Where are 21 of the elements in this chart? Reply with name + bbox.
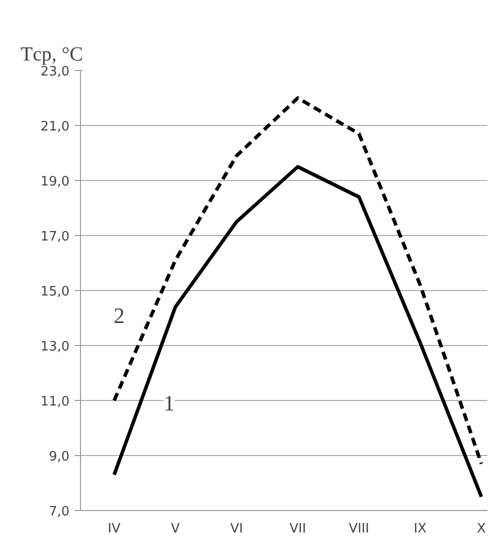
line-series (112, 165, 484, 498)
y-tick-label: 23,0 (40, 64, 70, 80)
x-tick-label: VI (230, 522, 243, 536)
y-tick-label: 13,0 (40, 340, 70, 354)
x-tick-label: VIII (348, 522, 370, 536)
y-tick-label: 15,0 (40, 284, 70, 300)
x-tick-label: IV (108, 522, 121, 536)
y-tick-label: 9,0 (48, 450, 70, 464)
line-series (112, 96, 484, 466)
x-tick-label: IX (414, 522, 427, 536)
series-label: 2 (114, 303, 125, 328)
y-tick-label: 17,0 (40, 230, 70, 244)
y-tick-label: 19,0 (40, 174, 70, 190)
x-tick-label: VII (289, 522, 306, 536)
x-tick-label: X (476, 522, 486, 536)
y-tick-label: 11,0 (40, 394, 70, 410)
y-tick-label: 7,0 (48, 504, 70, 520)
series-label: 1 (164, 390, 175, 416)
x-tick-label: V (170, 522, 180, 536)
y-tick-label: 21,0 (40, 120, 70, 134)
chart-title: Tср, °C (20, 44, 83, 66)
